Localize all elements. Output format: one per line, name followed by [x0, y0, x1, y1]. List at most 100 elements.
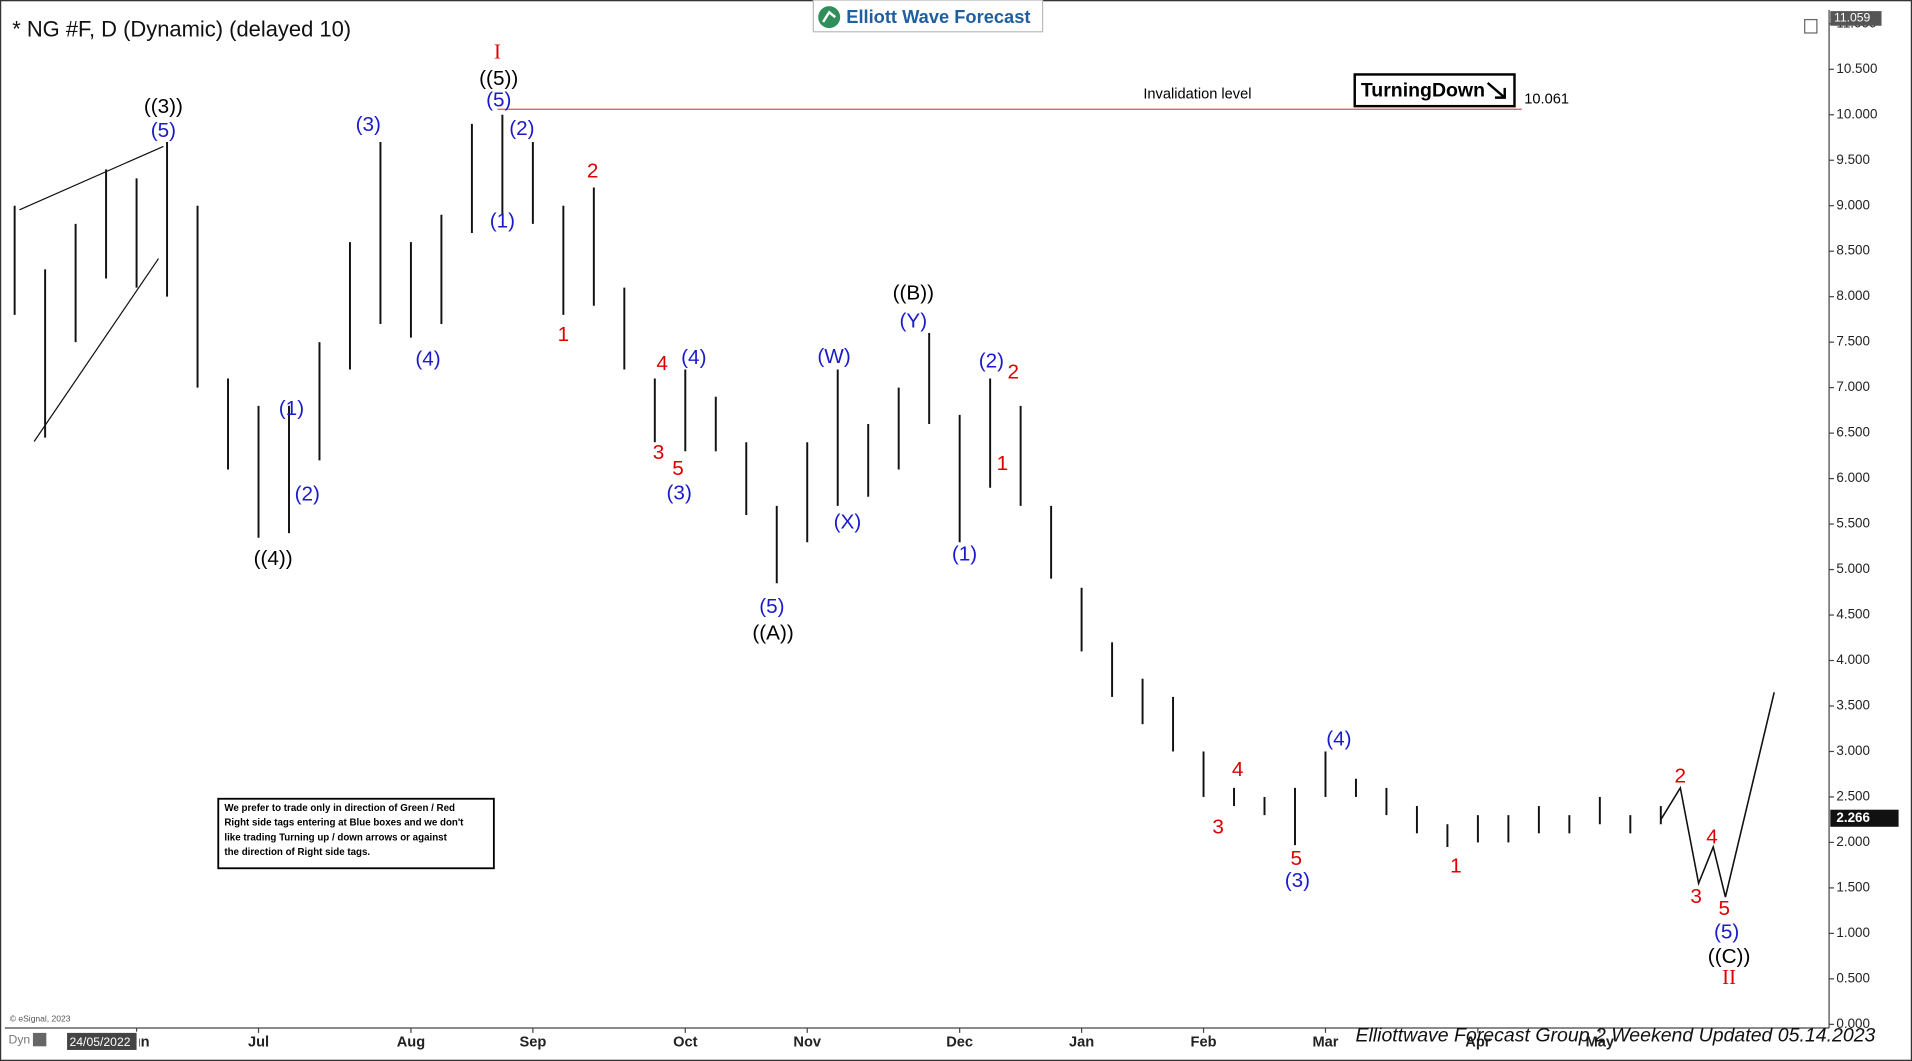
- signal-border: [1353, 73, 1516, 108]
- wave-label: 2: [1008, 361, 1020, 384]
- y-tick-label: 1.000: [1836, 925, 1870, 940]
- wave-label: (X): [834, 511, 862, 534]
- y-tick-label: 6.000: [1836, 470, 1870, 485]
- x-tick-label: Jan: [1069, 1035, 1094, 1051]
- wedge-line: [33, 258, 160, 442]
- x-tick-label: Nov: [793, 1035, 821, 1051]
- dyn-label: Dyn: [9, 1032, 31, 1046]
- wave-label: ((A)): [752, 622, 793, 645]
- axis-max-label: 11.059: [1834, 11, 1871, 25]
- logo-icon-mark: [822, 10, 837, 23]
- y-tick-label: 4.000: [1836, 652, 1870, 667]
- wave-label: (2): [979, 350, 1004, 373]
- signal-text: TurningDown: [1361, 80, 1485, 102]
- wedge-line: [19, 145, 164, 211]
- footer: Elliottwave Forecast Group 2 Weekend Upd…: [1355, 1025, 1875, 1047]
- wave-label: (5): [759, 595, 784, 618]
- wave-label: (3): [1285, 869, 1310, 892]
- logo-box: [812, 0, 1044, 33]
- logo-text: Elliott Wave Forecast: [846, 6, 1030, 27]
- wave-label: 3: [1690, 885, 1702, 908]
- x-tick-label: Aug: [397, 1035, 425, 1051]
- wave-label: (1): [490, 209, 515, 232]
- wave-label: ((B)): [893, 281, 934, 304]
- y-tick-label: 7.500: [1836, 334, 1870, 349]
- dyn-icon: [32, 1032, 47, 1047]
- y-tick-label: 5.000: [1836, 561, 1870, 576]
- wave-label: 4: [1232, 758, 1244, 781]
- y-tick-label: 10.500: [1836, 61, 1877, 76]
- y-tick-label: 10.000: [1836, 106, 1877, 121]
- y-tick-label: 3.500: [1836, 698, 1870, 713]
- x-tick-label: Apr: [1465, 1035, 1490, 1051]
- y-tick-label: 4.500: [1836, 607, 1870, 622]
- x-tick-label: May: [1586, 1035, 1615, 1051]
- y-tick-label: 8.000: [1836, 288, 1870, 303]
- y-tick-label: 7.000: [1836, 379, 1870, 394]
- wave-label: (4): [415, 347, 440, 370]
- wave-label: (1): [952, 542, 977, 565]
- wave-label: 3: [653, 441, 665, 464]
- y-tick-label: 9.500: [1836, 152, 1870, 167]
- axis-max-box: [1830, 11, 1882, 26]
- x-tick-label: Feb: [1191, 1035, 1217, 1051]
- y-tick-label: 2.000: [1836, 834, 1870, 849]
- wave-label: (1): [279, 397, 304, 420]
- wave-label: 5: [1290, 847, 1302, 870]
- wave-label: (2): [509, 117, 534, 140]
- wave-label: 1: [997, 452, 1009, 475]
- last-price-box: [1830, 809, 1899, 827]
- wave-label: I: [494, 41, 501, 63]
- last-price-label: 2.266: [1836, 810, 1870, 825]
- date-box-text: 24/05/2022: [70, 1035, 131, 1049]
- wave-label: (5): [151, 119, 176, 142]
- wave-label: ((3)): [144, 95, 183, 118]
- note-line: the direction of Right side tags.: [224, 847, 370, 858]
- wave-label: 5: [1718, 897, 1730, 920]
- y-tick-label: 8.500: [1836, 243, 1870, 258]
- y-tick-label: 5.500: [1836, 516, 1870, 531]
- window-button: [1804, 18, 1818, 34]
- y-tick-label: 1.500: [1836, 879, 1870, 894]
- wave-label: II: [1722, 967, 1736, 989]
- wave-label: (2): [295, 483, 320, 506]
- wave-label: (5): [1714, 920, 1739, 943]
- signal-box: TurningDown: [1353, 73, 1516, 108]
- note-line: like trading Turning up / down arrows or…: [224, 832, 447, 843]
- wave-label: 1: [558, 323, 570, 346]
- x-tick-label: Oct: [673, 1035, 698, 1051]
- y-tick-label: 0.500: [1836, 970, 1870, 985]
- signal-arrow: [1486, 82, 1506, 99]
- note-line: Right side tags entering at Blue boxes a…: [224, 818, 464, 829]
- y-tick-label: 0.000: [1836, 1016, 1870, 1031]
- wave-label: 2: [1675, 764, 1687, 787]
- wave-label: ((5)): [479, 67, 518, 90]
- wave-label: ((4)): [254, 547, 293, 570]
- y-tick-label: 6.500: [1836, 425, 1870, 440]
- wave-label: (Y): [900, 309, 928, 332]
- wave-label: 2: [587, 159, 599, 182]
- invalidation-label: Invalidation level: [1143, 86, 1251, 102]
- wave-label: (3): [356, 113, 381, 136]
- x-tick-label: Dec: [946, 1035, 973, 1051]
- projection-path: [1660, 692, 1775, 898]
- y-tick-label: 2.500: [1836, 788, 1870, 803]
- y-tick-label: 3.000: [1836, 743, 1870, 758]
- wave-label: (W): [817, 345, 850, 368]
- wave-label: 4: [656, 352, 668, 375]
- chart-title: * NG #F, D (Dynamic) (delayed 10): [12, 16, 351, 41]
- copyright: © eSignal, 2023: [10, 1014, 71, 1024]
- x-tick-label: Jul: [248, 1035, 269, 1051]
- note-border: [217, 797, 495, 870]
- x-tick-label: Mar: [1312, 1035, 1338, 1051]
- x-tick-label: Sep: [519, 1035, 546, 1051]
- wave-label: 3: [1212, 815, 1224, 838]
- wave-label: (5): [486, 89, 511, 112]
- logo-icon: [818, 6, 841, 29]
- logo: Elliott Wave Forecast: [812, 0, 1044, 33]
- y-tick-label: 9.000: [1836, 197, 1870, 212]
- date-box: [67, 1032, 137, 1050]
- wave-label: (4): [1326, 728, 1351, 751]
